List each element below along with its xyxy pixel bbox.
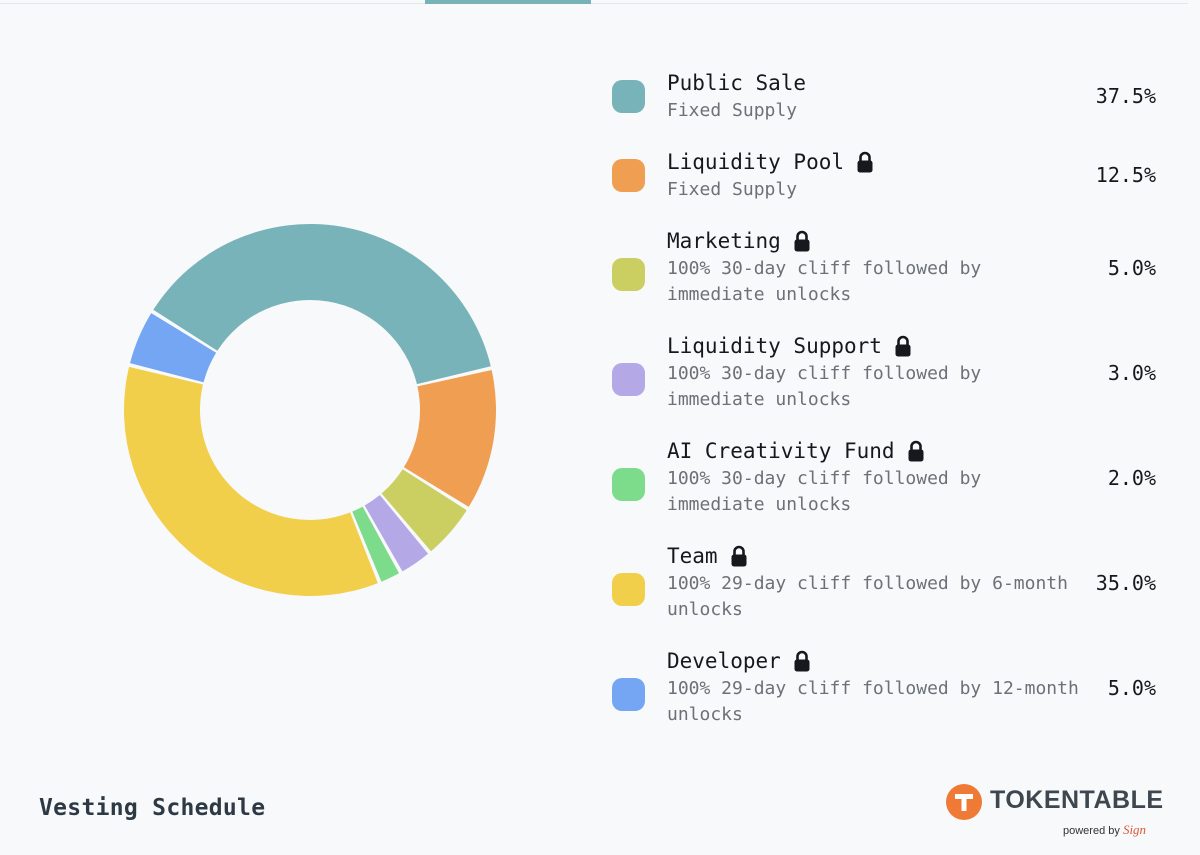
lock-icon (894, 335, 912, 357)
page-title: Vesting Schedule (39, 795, 266, 821)
legend-name: Developer (667, 649, 781, 673)
donut-slice-ai-creativity-fund[interactable] (352, 506, 400, 582)
legend-swatch (612, 363, 645, 396)
donut-slice-marketing[interactable] (381, 469, 467, 552)
top-divider (0, 3, 1188, 4)
legend-swatch (612, 573, 645, 606)
donut-slice-liquidity-support[interactable] (364, 495, 429, 572)
brand-name: TOKENTABLE (990, 786, 1164, 814)
legend-item[interactable]: AI Creativity Fund 100% 30-day cliff foll… (612, 438, 1172, 528)
lock-icon (793, 650, 811, 672)
legend-name-line: Marketing (667, 228, 811, 254)
legend-description: 100% 29-day cliff followed by 6-month un… (667, 573, 1068, 620)
legend-swatch (612, 258, 645, 291)
legend-item[interactable]: Team 100% 29-day cliff followed by 6-mont… (612, 543, 1172, 633)
legend-name: Team (667, 544, 718, 568)
legend-item[interactable]: Liquidity Pool Fixed Supply 12.5% (612, 149, 1172, 209)
legend-name: AI Creativity Fund (667, 439, 895, 463)
lock-icon (856, 151, 874, 173)
legend-name-line: Team (667, 543, 748, 569)
legend-description: 100% 30-day cliff followed by immediate … (667, 363, 982, 410)
sign-logo: Sign (1122, 822, 1147, 837)
legend-percentage: 37.5% (1095, 84, 1156, 108)
legend-swatch (612, 80, 645, 113)
legend-percentage: 3.0% (1107, 361, 1156, 385)
legend-percentage: 5.0% (1107, 256, 1156, 280)
legend-name: Public Sale (667, 71, 807, 95)
legend-swatch (612, 159, 645, 192)
legend-item[interactable]: Marketing 100% 30-day cliff followed by i… (612, 228, 1172, 318)
legend-name: Liquidity Support (667, 334, 882, 358)
donut-slice-developer[interactable] (130, 313, 217, 383)
donut-slice-team[interactable] (124, 366, 378, 596)
lock-icon (730, 545, 748, 567)
powered-by-label: powered by (1063, 825, 1120, 837)
legend-description: 100% 29-day cliff followed by 12-month u… (667, 678, 1079, 725)
legend-item[interactable]: Liquidity Support 100% 30-day cliff follo… (612, 333, 1172, 423)
tokentable-brand[interactable]: TOKENTABLE powered by Sign (946, 784, 1166, 844)
legend-description: Fixed Supply (667, 100, 798, 121)
active-tab-indicator (425, 0, 591, 4)
legend-name: Liquidity Pool (667, 150, 845, 174)
legend-description: 100% 30-day cliff followed by immediate … (667, 468, 982, 515)
legend-description: Fixed Supply (667, 179, 798, 200)
legend-name-line: Liquidity Support (667, 333, 912, 359)
legend-description: 100% 30-day cliff followed by immediate … (667, 258, 982, 305)
legend-percentage: 35.0% (1095, 571, 1156, 595)
lock-icon (907, 440, 925, 462)
tokentable-logo-icon (946, 784, 982, 820)
legend-item[interactable]: Developer 100% 29-day cliff followed by 1… (612, 648, 1172, 738)
legend-name-line: AI Creativity Fund (667, 438, 925, 464)
legend-percentage: 12.5% (1095, 163, 1156, 187)
donut-slice-liquidity-pool[interactable] (403, 370, 496, 507)
legend-item[interactable]: Public Sale Fixed Supply 37.5% (612, 70, 1172, 130)
legend-name-line: Developer (667, 648, 811, 674)
powered-by: powered by Sign (1063, 822, 1146, 838)
legend-name-line: Liquidity Pool (667, 149, 874, 175)
legend-name-line: Public Sale (667, 70, 806, 96)
lock-icon (793, 230, 811, 252)
legend-swatch (612, 678, 645, 711)
donut-chart (124, 223, 496, 596)
legend-percentage: 5.0% (1107, 676, 1156, 700)
legend-percentage: 2.0% (1107, 466, 1156, 490)
donut-slice-public-sale[interactable] (153, 223, 491, 385)
legend-swatch (612, 468, 645, 501)
legend-name: Marketing (667, 229, 781, 253)
